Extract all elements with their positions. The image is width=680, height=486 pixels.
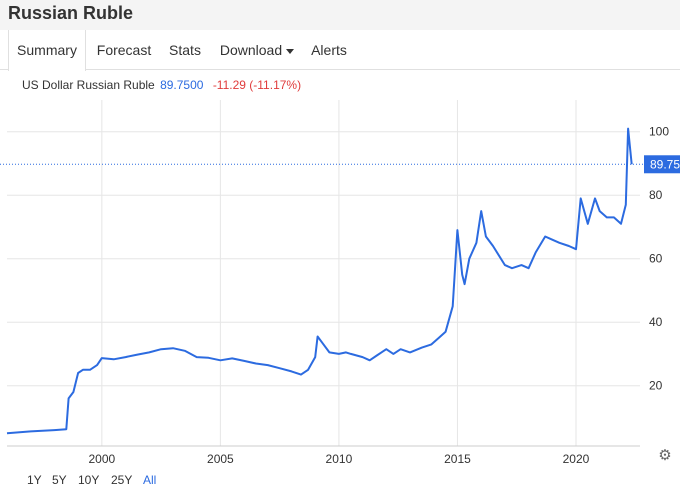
x-tick-label: 2020 — [563, 452, 590, 466]
last-price: 89.7500 — [160, 78, 204, 92]
tab-download[interactable]: Download — [214, 30, 300, 70]
last-value-badge — [644, 155, 680, 174]
range-10y[interactable]: 10Y — [78, 473, 100, 486]
range-5y[interactable]: 5Y — [52, 473, 67, 486]
quote-header: US Dollar Russian Ruble 89.7500 -11.29 (… — [22, 78, 301, 92]
range-1y[interactable]: 1Y — [27, 473, 42, 486]
y-tick-label: 40 — [649, 315, 663, 329]
tab-alerts[interactable]: Alerts — [311, 42, 347, 58]
tab-stats[interactable]: Stats — [169, 42, 201, 58]
x-tick-label: 2000 — [88, 452, 115, 466]
range-selector: 1Y 5Y 10Y 25Y All — [0, 474, 680, 486]
x-tick-label: 2015 — [444, 452, 471, 466]
y-tick-label: 80 — [649, 188, 663, 202]
y-tick-label: 60 — [649, 252, 663, 266]
page-title: Russian Ruble — [8, 3, 134, 23]
tab-download-label: Download — [219, 42, 283, 58]
tab-bar: Summary Forecast Stats Download Alerts — [0, 30, 680, 71]
instrument-name: US Dollar Russian Ruble — [22, 78, 155, 92]
caret-down-icon — [286, 48, 295, 54]
range-25y[interactable]: 25Y — [111, 473, 133, 486]
tab-forecast[interactable]: Forecast — [96, 42, 152, 58]
x-tick-label: 2010 — [326, 452, 353, 466]
price-chart[interactable]: 20 40 60 80 100 2000 2005 2010 2015 2020 89.750 — [0, 100, 680, 470]
title-bar: Russian Ruble — [0, 0, 680, 30]
x-tick-label: 2005 — [207, 452, 234, 466]
price-series-line — [6, 127, 633, 435]
gear-icon[interactable]: ⚙ — [658, 447, 672, 464]
y-tick-label: 20 — [649, 379, 663, 393]
price-change: -11.29 (-11.17%) — [212, 78, 302, 92]
tab-summary[interactable]: Summary — [8, 30, 86, 71]
last-value-label: 89.750 — [650, 157, 680, 171]
y-tick-label: 100 — [649, 125, 669, 139]
range-all[interactable]: All — [143, 473, 157, 486]
